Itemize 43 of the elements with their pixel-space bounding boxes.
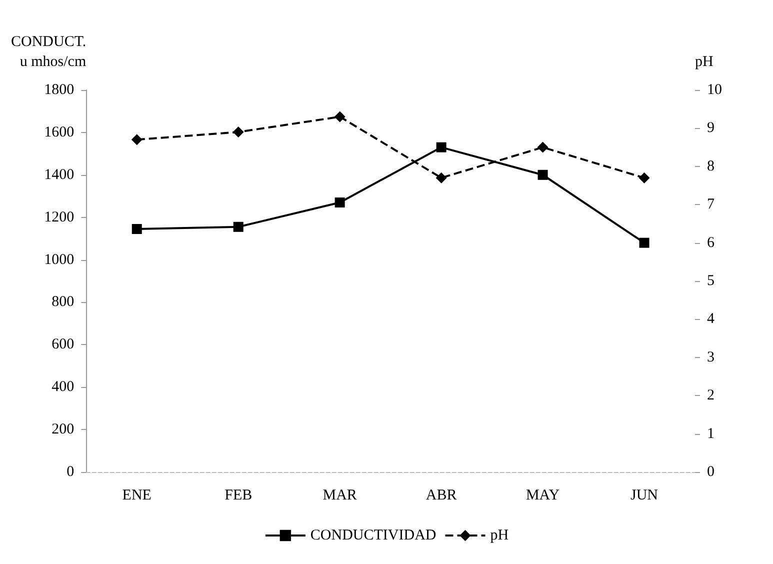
point — [638, 172, 650, 184]
y2-tick-label: 9 — [707, 120, 714, 136]
y2-tick-label: 1 — [707, 426, 714, 442]
y2-tick-label: 10 — [707, 82, 722, 98]
y-tick-label: 1600 — [44, 124, 74, 140]
y-tick-label: 200 — [52, 422, 74, 438]
point — [436, 172, 447, 184]
y-tick-label: 0 — [66, 464, 74, 480]
y-tick-label: 600 — [52, 336, 74, 353]
point — [436, 142, 446, 152]
y2-tick-label: 6 — [707, 234, 715, 251]
legend-label: CONDUCTIVIDAD — [310, 528, 436, 544]
point — [639, 238, 650, 248]
x-tick-label: MAR — [322, 488, 357, 504]
point — [131, 134, 142, 146]
point — [334, 197, 345, 208]
legend-label: pH — [490, 528, 509, 544]
y2-tick-label: 7 — [707, 196, 715, 213]
point — [132, 224, 142, 234]
y-tick-label: 400 — [52, 379, 74, 396]
y-tick-label: 800 — [52, 294, 74, 310]
y2-tick-label: 4 — [707, 311, 715, 328]
point — [538, 170, 548, 180]
y-tick-label: 1000 — [44, 252, 74, 268]
x-tick-label: ENE — [122, 488, 152, 504]
y-axis-title: CONDUCT. u mhos/cm — [11, 34, 86, 70]
point — [334, 111, 346, 122]
y-tick-label: 1400 — [44, 166, 74, 183]
x-tick-label: JUN — [630, 488, 658, 504]
point — [233, 222, 244, 232]
y2-axis-title: pH — [695, 54, 714, 70]
point — [537, 142, 548, 153]
y2-tick-label: 5 — [707, 273, 714, 289]
y-tick-label: 1200 — [44, 209, 74, 226]
point — [232, 126, 244, 138]
x-tick-label: MAY — [526, 488, 560, 504]
x-tick-label: FEB — [224, 488, 252, 504]
x-tick-label: ABR — [426, 488, 457, 504]
y2-tick-label: 8 — [707, 158, 714, 174]
y2-tick-label: 0 — [707, 464, 714, 480]
y-tick-label: 1800 — [44, 82, 74, 98]
y2-tick-label: 2 — [707, 388, 714, 404]
y2-tick-label: 3 — [707, 349, 714, 366]
